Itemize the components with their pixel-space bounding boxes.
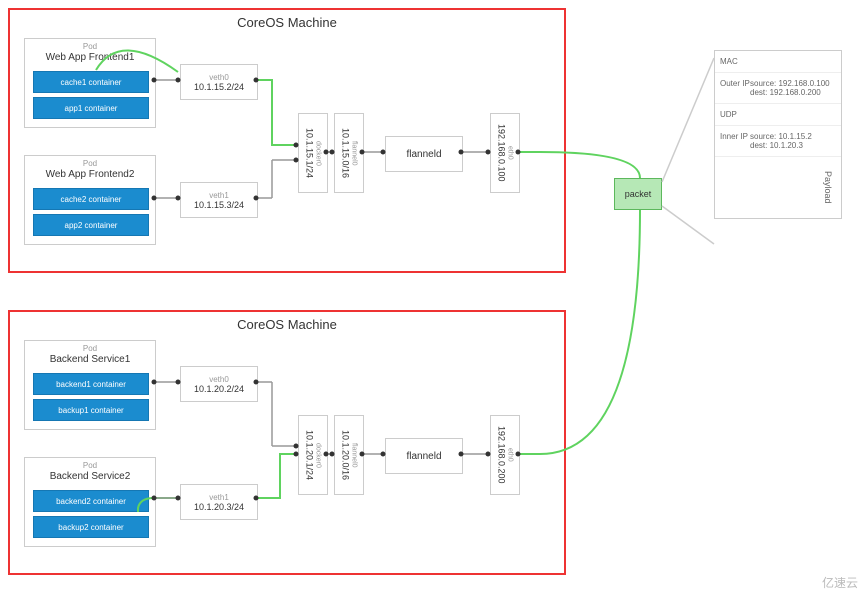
- m2-flanneld: flanneld: [385, 438, 463, 474]
- pod-name: Backend Service1: [50, 354, 131, 365]
- info-inner-src: source: 10.1.15.2: [750, 132, 812, 141]
- pod-backend2: Pod Backend Service2 backend2 container …: [24, 457, 156, 547]
- backup2-container: backup2 container: [33, 516, 149, 538]
- watermark: 亿速云: [822, 574, 858, 591]
- pod-name: Backend Service2: [50, 471, 131, 482]
- m1-flannel0: flannel010.1.15.0/16: [334, 113, 364, 193]
- backend2-container: backend2 container: [33, 490, 149, 512]
- info-outer-src: source: 192.168.0.100: [750, 79, 830, 88]
- m1-veth0: veth0 10.1.15.2/24: [180, 64, 258, 100]
- app1-container: app1 container: [33, 97, 149, 119]
- m1-flanneld: flanneld: [385, 136, 463, 172]
- info-outer-dest: dest: 192.168.0.200: [750, 88, 821, 97]
- info-mac: MAC: [720, 57, 750, 66]
- backup1-container: backup1 container: [33, 399, 149, 421]
- m2-flannel0: flannel010.1.20.0/16: [334, 415, 364, 495]
- backend1-container: backend1 container: [33, 373, 149, 395]
- pod-frontend2: Pod Web App Frontend2 cache2 container a…: [24, 155, 156, 245]
- info-udp: UDP: [720, 110, 750, 119]
- cache1-container: cache1 container: [33, 71, 149, 93]
- machine-2-title: CoreOS Machine: [237, 317, 337, 332]
- info-inner-dest: dest: 10.1.20.3: [750, 141, 803, 150]
- info-inner-ip-label: Inner IP: [720, 132, 750, 150]
- pod-name: Web App Frontend2: [46, 169, 135, 180]
- packet-box: packet: [614, 178, 662, 210]
- m1-veth1: veth1 10.1.15.3/24: [180, 182, 258, 218]
- pod-label: Pod: [83, 344, 97, 353]
- machine-1: CoreOS Machine Pod Web App Frontend1 cac…: [8, 8, 566, 273]
- m2-veth1: veth1 10.1.20.3/24: [180, 484, 258, 520]
- m1-docker0: docker010.1.15.1/24: [298, 113, 328, 193]
- pod-name: Web App Frontend1: [46, 52, 135, 63]
- pod-label: Pod: [83, 159, 97, 168]
- m1-eth0: eth0192.168.0.100: [490, 113, 520, 193]
- info-outer-ip-label: Outer IP: [720, 79, 750, 97]
- machine-1-title: CoreOS Machine: [237, 15, 337, 30]
- pod-label: Pod: [83, 42, 97, 51]
- pod-backend1: Pod Backend Service1 backend1 container …: [24, 340, 156, 430]
- m2-veth0: veth0 10.1.20.2/24: [180, 366, 258, 402]
- pod-frontend1: Pod Web App Frontend1 cache1 container a…: [24, 38, 156, 128]
- packet-info-panel: MAC Outer IP source: 192.168.0.100dest: …: [714, 50, 842, 219]
- app2-container: app2 container: [33, 214, 149, 236]
- m2-eth0: eth0192.168.0.200: [490, 415, 520, 495]
- cache2-container: cache2 container: [33, 188, 149, 210]
- info-payload: Payload: [715, 157, 841, 218]
- pod-label: Pod: [83, 461, 97, 470]
- m2-docker0: docker010.1.20.1/24: [298, 415, 328, 495]
- machine-2: CoreOS Machine Pod Backend Service1 back…: [8, 310, 566, 575]
